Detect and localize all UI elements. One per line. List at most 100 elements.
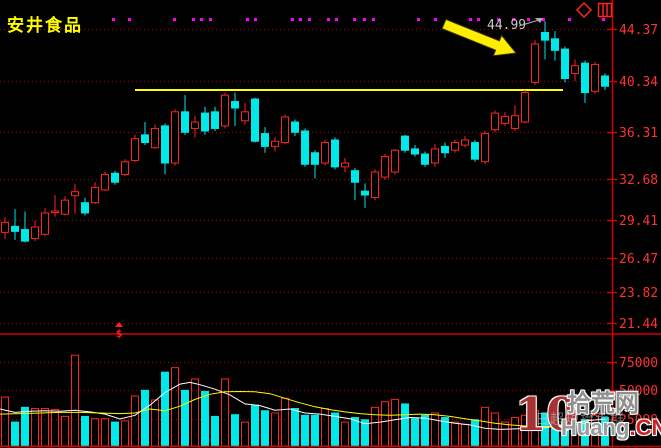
signal-dot xyxy=(372,18,375,21)
stock-name-label: 安井食品 xyxy=(7,16,83,36)
signal-dot xyxy=(542,18,545,21)
signal-dot xyxy=(192,18,195,21)
volume-bar xyxy=(91,418,99,447)
volume-bar xyxy=(401,403,409,447)
price-axis-label: 40.34 xyxy=(619,75,658,90)
volume-bar xyxy=(381,401,389,447)
diamond-icon[interactable] xyxy=(575,1,593,19)
signal-dot xyxy=(335,18,338,21)
signal-dot xyxy=(112,18,115,21)
candle-body xyxy=(61,199,69,215)
toolbar-icons-svg xyxy=(575,1,613,19)
price-axis-label: 26.47 xyxy=(619,252,658,267)
volume-ma-slow-line xyxy=(0,390,601,428)
signal-dot xyxy=(209,18,212,21)
candle-body xyxy=(581,62,589,94)
signal-dot xyxy=(128,18,131,21)
signal-dot xyxy=(200,18,203,21)
signal-dot xyxy=(173,18,176,21)
volume-bar xyxy=(261,410,269,447)
candle-body xyxy=(411,148,419,155)
candle-body xyxy=(281,116,289,144)
volume-bar xyxy=(431,412,439,447)
candle-body xyxy=(191,121,199,129)
price-axis-label: 21.44 xyxy=(619,317,658,332)
candle-body xyxy=(1,221,9,233)
volume-bar xyxy=(181,389,189,447)
candle-body xyxy=(261,133,269,147)
candle-body xyxy=(551,38,559,51)
candle-body xyxy=(321,142,329,164)
candle-body xyxy=(51,210,59,214)
volume-bar xyxy=(111,421,119,447)
volume-bar xyxy=(161,371,169,447)
volume-bar xyxy=(571,426,579,447)
callout-arrow xyxy=(441,18,517,57)
volume-bar xyxy=(271,412,279,447)
volume-bar xyxy=(191,378,199,447)
candle-body xyxy=(221,94,229,127)
price-axis-label: 36.31 xyxy=(619,126,658,141)
candle-body xyxy=(571,65,579,74)
candle-body xyxy=(401,135,409,151)
volume-bar xyxy=(151,399,159,447)
candle-body xyxy=(311,152,319,165)
price-axis-label: 44.37 xyxy=(619,23,658,38)
signal-dot xyxy=(327,18,330,21)
candle-body xyxy=(31,226,39,240)
candle-body xyxy=(21,229,29,242)
signal-dot xyxy=(308,18,311,21)
volume-bar xyxy=(291,407,299,447)
candle-body xyxy=(81,202,89,214)
candle-body xyxy=(271,140,279,147)
volume-bar xyxy=(131,395,139,447)
signal-dot xyxy=(512,18,515,21)
candle-body xyxy=(601,75,609,87)
candle-body xyxy=(491,112,499,131)
candle-body xyxy=(241,111,249,122)
high-pointer-line xyxy=(518,19,540,27)
candle-body xyxy=(461,139,469,146)
candle-body xyxy=(371,171,379,199)
volume-bar xyxy=(1,396,9,447)
signal-dot xyxy=(568,18,571,21)
signal-dot xyxy=(497,18,500,21)
candle-body xyxy=(181,111,189,133)
candle-body xyxy=(331,139,339,168)
candle-body xyxy=(111,172,119,183)
candle-body xyxy=(351,170,359,183)
candle-body xyxy=(11,225,19,232)
volume-bar xyxy=(51,409,59,447)
volume-bar xyxy=(141,389,149,447)
candle-body xyxy=(381,156,389,178)
signal-dot xyxy=(246,18,249,21)
volume-bar xyxy=(241,421,249,447)
candle-body xyxy=(201,112,209,132)
volume-bar xyxy=(281,397,289,447)
high-pointer-arrowhead xyxy=(535,18,543,23)
candle-body xyxy=(541,31,549,41)
price-axis-label: 32.68 xyxy=(619,173,658,188)
volume-axis-label: 50000 xyxy=(619,384,658,399)
signal-dot xyxy=(602,18,605,21)
candle-body xyxy=(161,125,169,164)
volume-bar xyxy=(81,415,89,447)
candle-body xyxy=(441,145,449,154)
buy-marker-dollar: $ xyxy=(116,327,123,340)
volume-bar xyxy=(541,412,549,447)
volume-bar xyxy=(11,421,19,447)
grid-panes-icon[interactable] xyxy=(597,2,613,18)
chart-toolbar xyxy=(575,1,615,24)
volume-bar xyxy=(231,414,239,447)
signal-dot xyxy=(527,18,530,21)
signal-dot xyxy=(469,18,472,21)
volume-bar xyxy=(341,421,349,447)
candle-body xyxy=(131,138,139,161)
candle-body xyxy=(91,186,99,204)
signal-dot xyxy=(254,18,257,21)
volume-bar xyxy=(221,378,229,447)
signal-dot xyxy=(434,18,437,21)
candle-body xyxy=(151,127,159,149)
